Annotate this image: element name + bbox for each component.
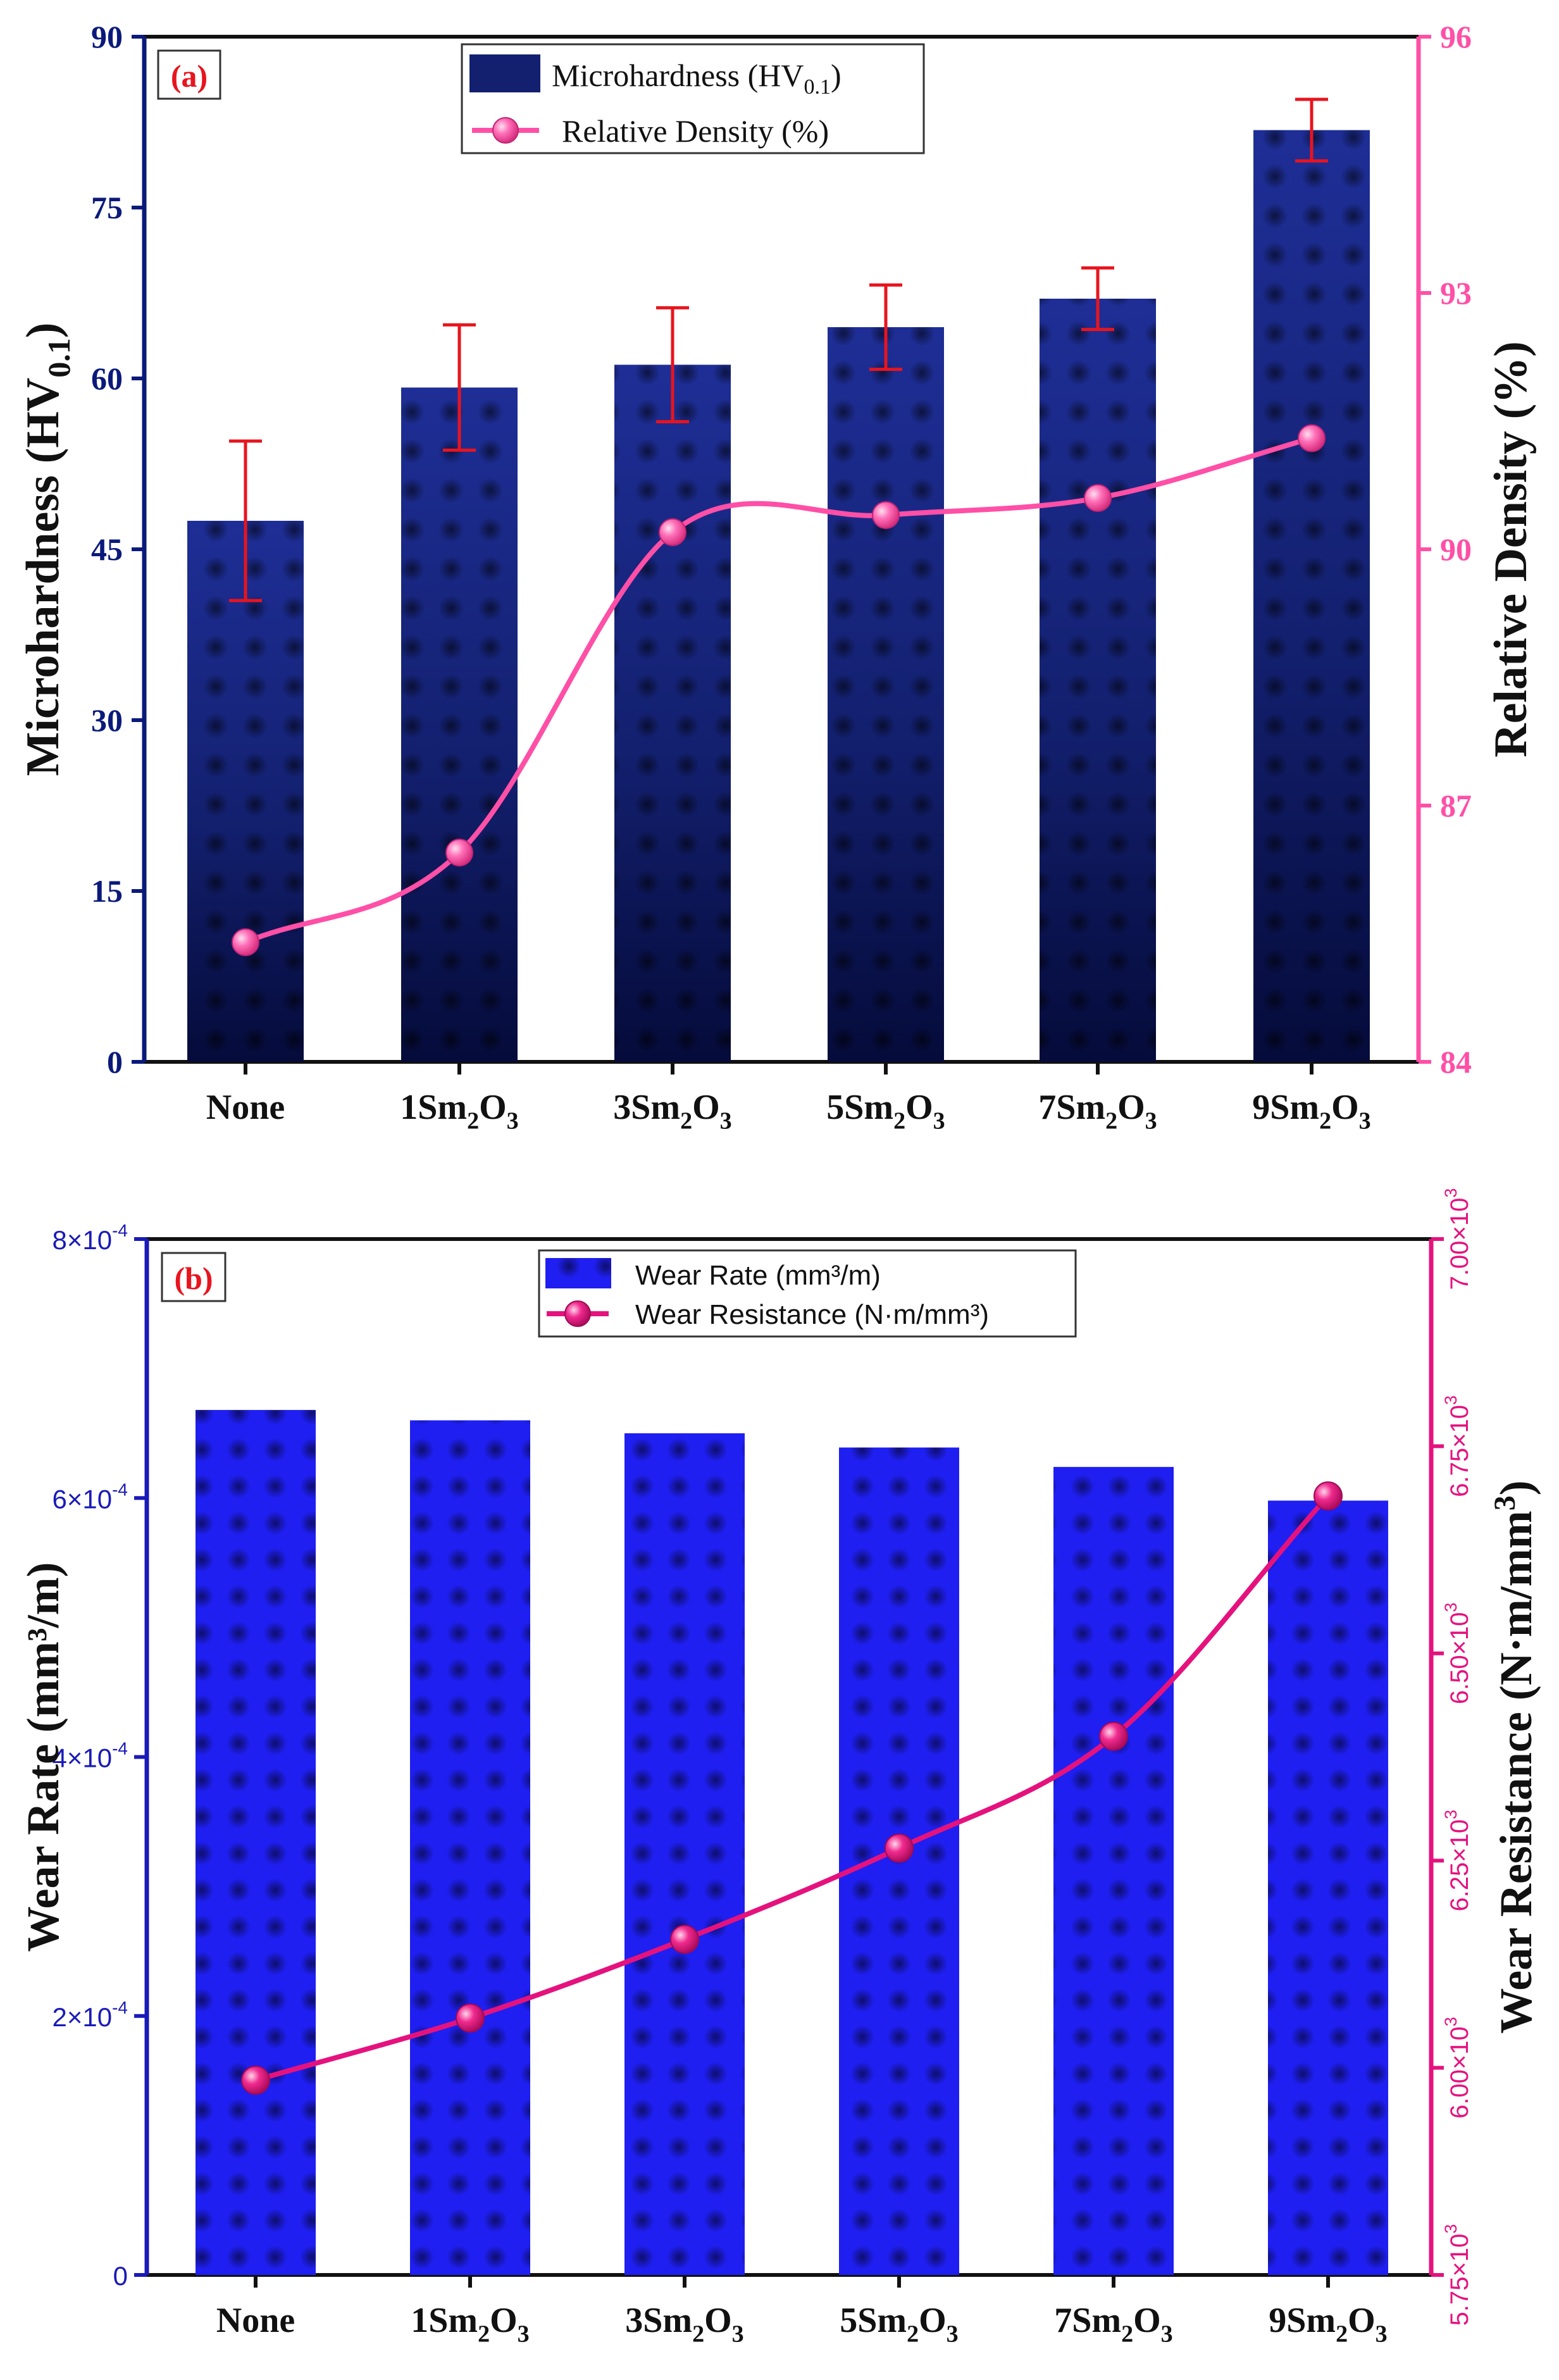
y-left-axis-title: Microhardness (HV0.1): [17, 323, 77, 776]
x-tick-label: 5Sm2O3: [840, 2301, 958, 2348]
panel-label-box: [161, 1252, 227, 1302]
legend-wear-rate-label: Wear Rate (mm³/m): [635, 1260, 881, 1291]
relative-density-point: [1298, 424, 1326, 452]
microhardness-bar-texture: [401, 387, 518, 1062]
legend-point-swatch: [492, 117, 519, 144]
y-left-tick-label: 15: [91, 873, 123, 909]
y-left-tick-label: 60: [91, 361, 123, 396]
microhardness-error-bar: [869, 283, 902, 371]
microhardness-bar-texture: [614, 364, 731, 1062]
microhardness-bar-texture: [828, 327, 944, 1062]
wear-rate-bar: [624, 1433, 745, 2275]
y-right-tick-label: 6.25×103: [1441, 1810, 1474, 1912]
y-left-tick-label: 2×10-4: [52, 1998, 128, 2032]
microhardness-error-bar: [1295, 97, 1328, 163]
x-tick-label: 1Sm2O3: [400, 1088, 518, 1135]
microhardness-error-bar: [443, 323, 476, 452]
legend-density-label: Relative Density (%): [562, 113, 829, 149]
y-left-tick-label: 0: [113, 2261, 128, 2291]
legend-microhardness-label: Microhardness (HV0.1): [552, 58, 842, 99]
y-left-tick-label: 30: [91, 702, 123, 738]
y-right-tick-label: 93: [1440, 275, 1472, 311]
x-tick-label: 9Sm2O3: [1269, 2301, 1387, 2348]
relative-density-point: [445, 838, 473, 867]
y-left-tick-label: 4×10-4: [52, 1739, 128, 1773]
x-tick-label: None: [216, 2301, 295, 2340]
wear-resistance-point: [241, 2065, 270, 2095]
microhardness-error-bar: [229, 439, 262, 602]
legend-wear-resistance-label: Wear Resistance (N·m/mm³): [635, 1299, 989, 1330]
x-tick-label: 3Sm2O3: [625, 2301, 743, 2348]
y-right-tick-label: 96: [1440, 19, 1472, 54]
y-right-tick-label: 6.00×103: [1441, 2017, 1474, 2119]
wear-resistance-line: [254, 1494, 1330, 2083]
y-right-tick-label: 6.50×103: [1441, 1602, 1474, 1704]
y-left-tick-label: 90: [91, 19, 123, 54]
y-left-tick-label: 6×10-4: [52, 1480, 128, 1514]
wear-resistance-point: [1099, 1721, 1128, 1751]
relative-density-point: [1084, 484, 1112, 512]
wear-rate-bar: [1053, 1467, 1174, 2275]
panel-a: 0 15 30 45 60 75 90 84 87 90 93 96 None 1Sm2O3 3Sm2O3 5…: [17, 19, 1537, 1135]
y-right-tick-label: 87: [1440, 788, 1472, 823]
wear-resistance-point: [670, 1924, 699, 1954]
y-left-tick-label: 75: [91, 190, 123, 225]
wear-resistance-point: [1314, 1481, 1343, 1511]
x-tick-label: 7Sm2O3: [1054, 2301, 1172, 2348]
y-left-axis-title: Wear Rate (mm³/m): [18, 1562, 68, 1952]
y-right-tick-label: 6.75×103: [1441, 1395, 1474, 1497]
wear-rate-bar: [196, 1410, 316, 2275]
y-right-tick-label: 5.75×103: [1441, 2224, 1474, 2326]
y-right-axis-title: Relative Density (%): [1485, 341, 1537, 757]
y-right-axis-title: Wear Resistance (N·m/mm3): [1488, 1480, 1541, 2033]
y-left-tick-label: 45: [91, 532, 123, 567]
panel-label: (a): [171, 58, 208, 94]
legend-point-swatch: [564, 1300, 591, 1327]
x-tick-label: 5Sm2O3: [826, 1088, 945, 1135]
microhardness-error-bar: [656, 306, 689, 423]
x-tick-label: None: [206, 1088, 285, 1127]
panel-label-box: [157, 49, 221, 100]
y-left-tick-label: 0: [107, 1044, 123, 1080]
legend-bar-swatch: [469, 54, 540, 92]
relative-density-point: [872, 501, 900, 529]
relative-density-point: [232, 928, 259, 956]
wear-rate-bar: [410, 1420, 530, 2275]
wear-rate-bar: [1268, 1500, 1388, 2275]
x-tick-label: 3Sm2O3: [613, 1088, 731, 1135]
x-tick-label: 7Sm2O3: [1038, 1088, 1157, 1135]
microhardness-error-bar: [1081, 266, 1114, 332]
y-right-tick-label: 90: [1440, 532, 1472, 567]
panel-b: 0 2×10-4 4×10-4 6×10-4 8×10-4 5.75×103 6.00×10…: [18, 1188, 1541, 2348]
wear-resistance-point: [885, 1833, 914, 1863]
microhardness-bar-texture: [1253, 130, 1370, 1062]
relative-density-point: [659, 518, 686, 546]
legend-bar-swatch: [545, 1258, 611, 1288]
y-right-tick-label: 7.00×103: [1441, 1188, 1474, 1290]
y-left-tick-label: 8×10-4: [52, 1221, 128, 1255]
y-right-tick-label: 84: [1440, 1044, 1472, 1080]
wear-resistance-point: [456, 2003, 485, 2033]
panel-label: (b): [174, 1261, 213, 1296]
microhardness-bar-texture: [187, 521, 304, 1062]
x-tick-label: 9Sm2O3: [1252, 1088, 1370, 1135]
legend-box: [538, 1249, 1077, 1338]
x-tick-label: 1Sm2O3: [411, 2301, 529, 2348]
microhardness-bar-texture: [1040, 299, 1156, 1062]
